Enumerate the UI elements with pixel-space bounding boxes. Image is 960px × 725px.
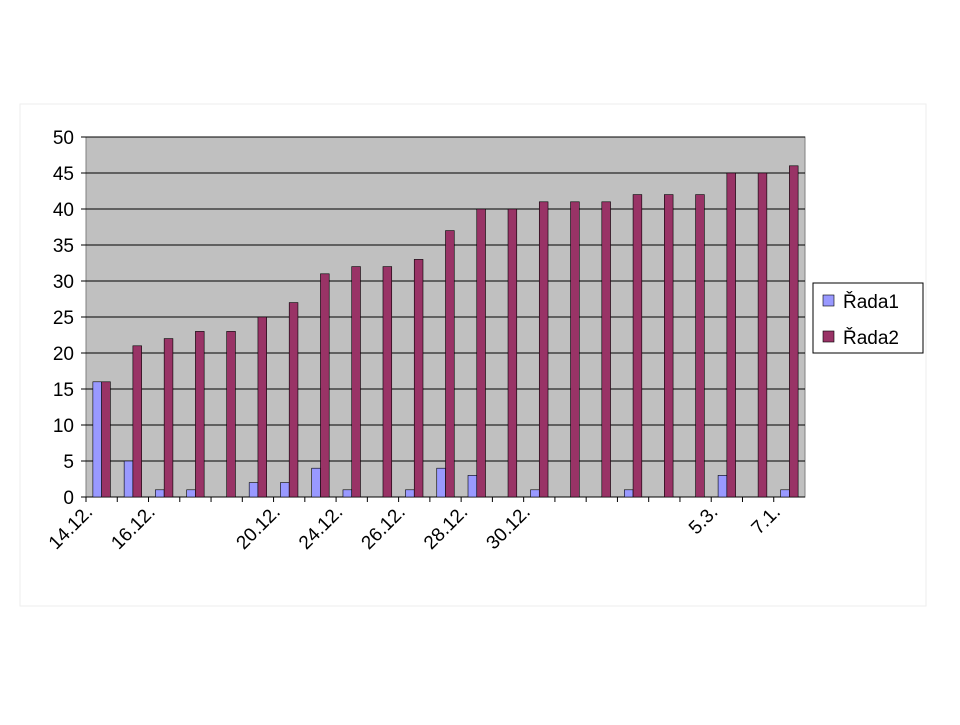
legend-label: Řada2	[843, 327, 899, 349]
bar	[476, 208, 486, 498]
bar	[413, 259, 424, 498]
y-tick-label: 35	[53, 236, 74, 257]
y-tick-label: 0	[63, 488, 74, 509]
y-tick-label: 45	[53, 164, 74, 185]
bar	[726, 172, 736, 498]
y-tick-label: 40	[53, 200, 74, 221]
bar	[695, 194, 705, 498]
y-tick-label: 10	[53, 416, 74, 437]
bar	[382, 266, 393, 498]
bar	[155, 489, 165, 498]
y-tick-label: 20	[53, 344, 74, 365]
bar	[101, 381, 111, 498]
bar	[123, 460, 134, 498]
bar	[570, 201, 580, 498]
bar	[226, 331, 236, 498]
bar	[780, 489, 790, 498]
bar	[163, 338, 174, 498]
bar	[320, 273, 330, 498]
bar	[342, 489, 353, 498]
bar	[507, 208, 518, 498]
bar	[757, 172, 768, 498]
y-tick-label: 50	[53, 128, 74, 149]
bar	[530, 489, 540, 498]
bar	[436, 467, 446, 498]
bar	[186, 489, 196, 498]
bar	[132, 345, 142, 498]
bar	[288, 302, 299, 498]
legend-swatch	[822, 330, 835, 343]
bar	[717, 475, 728, 498]
y-tick-label: 25	[53, 308, 74, 329]
bar	[538, 201, 549, 498]
bar	[601, 201, 611, 498]
bar	[351, 266, 361, 498]
bar	[257, 316, 267, 498]
bar	[445, 230, 455, 498]
bar	[624, 489, 634, 498]
bar	[248, 482, 259, 498]
bar	[405, 489, 415, 498]
bar	[632, 194, 643, 498]
legend-label: Řada1	[843, 291, 899, 313]
bar	[664, 194, 674, 498]
bar	[92, 381, 102, 498]
bar	[311, 467, 321, 498]
bar	[789, 165, 799, 498]
y-tick-label: 30	[53, 272, 74, 293]
y-tick-label: 5	[63, 452, 74, 473]
bar	[467, 475, 478, 498]
y-tick-label: 15	[53, 380, 74, 401]
bar	[280, 482, 290, 498]
bar	[195, 331, 205, 498]
legend-swatch	[822, 294, 835, 307]
